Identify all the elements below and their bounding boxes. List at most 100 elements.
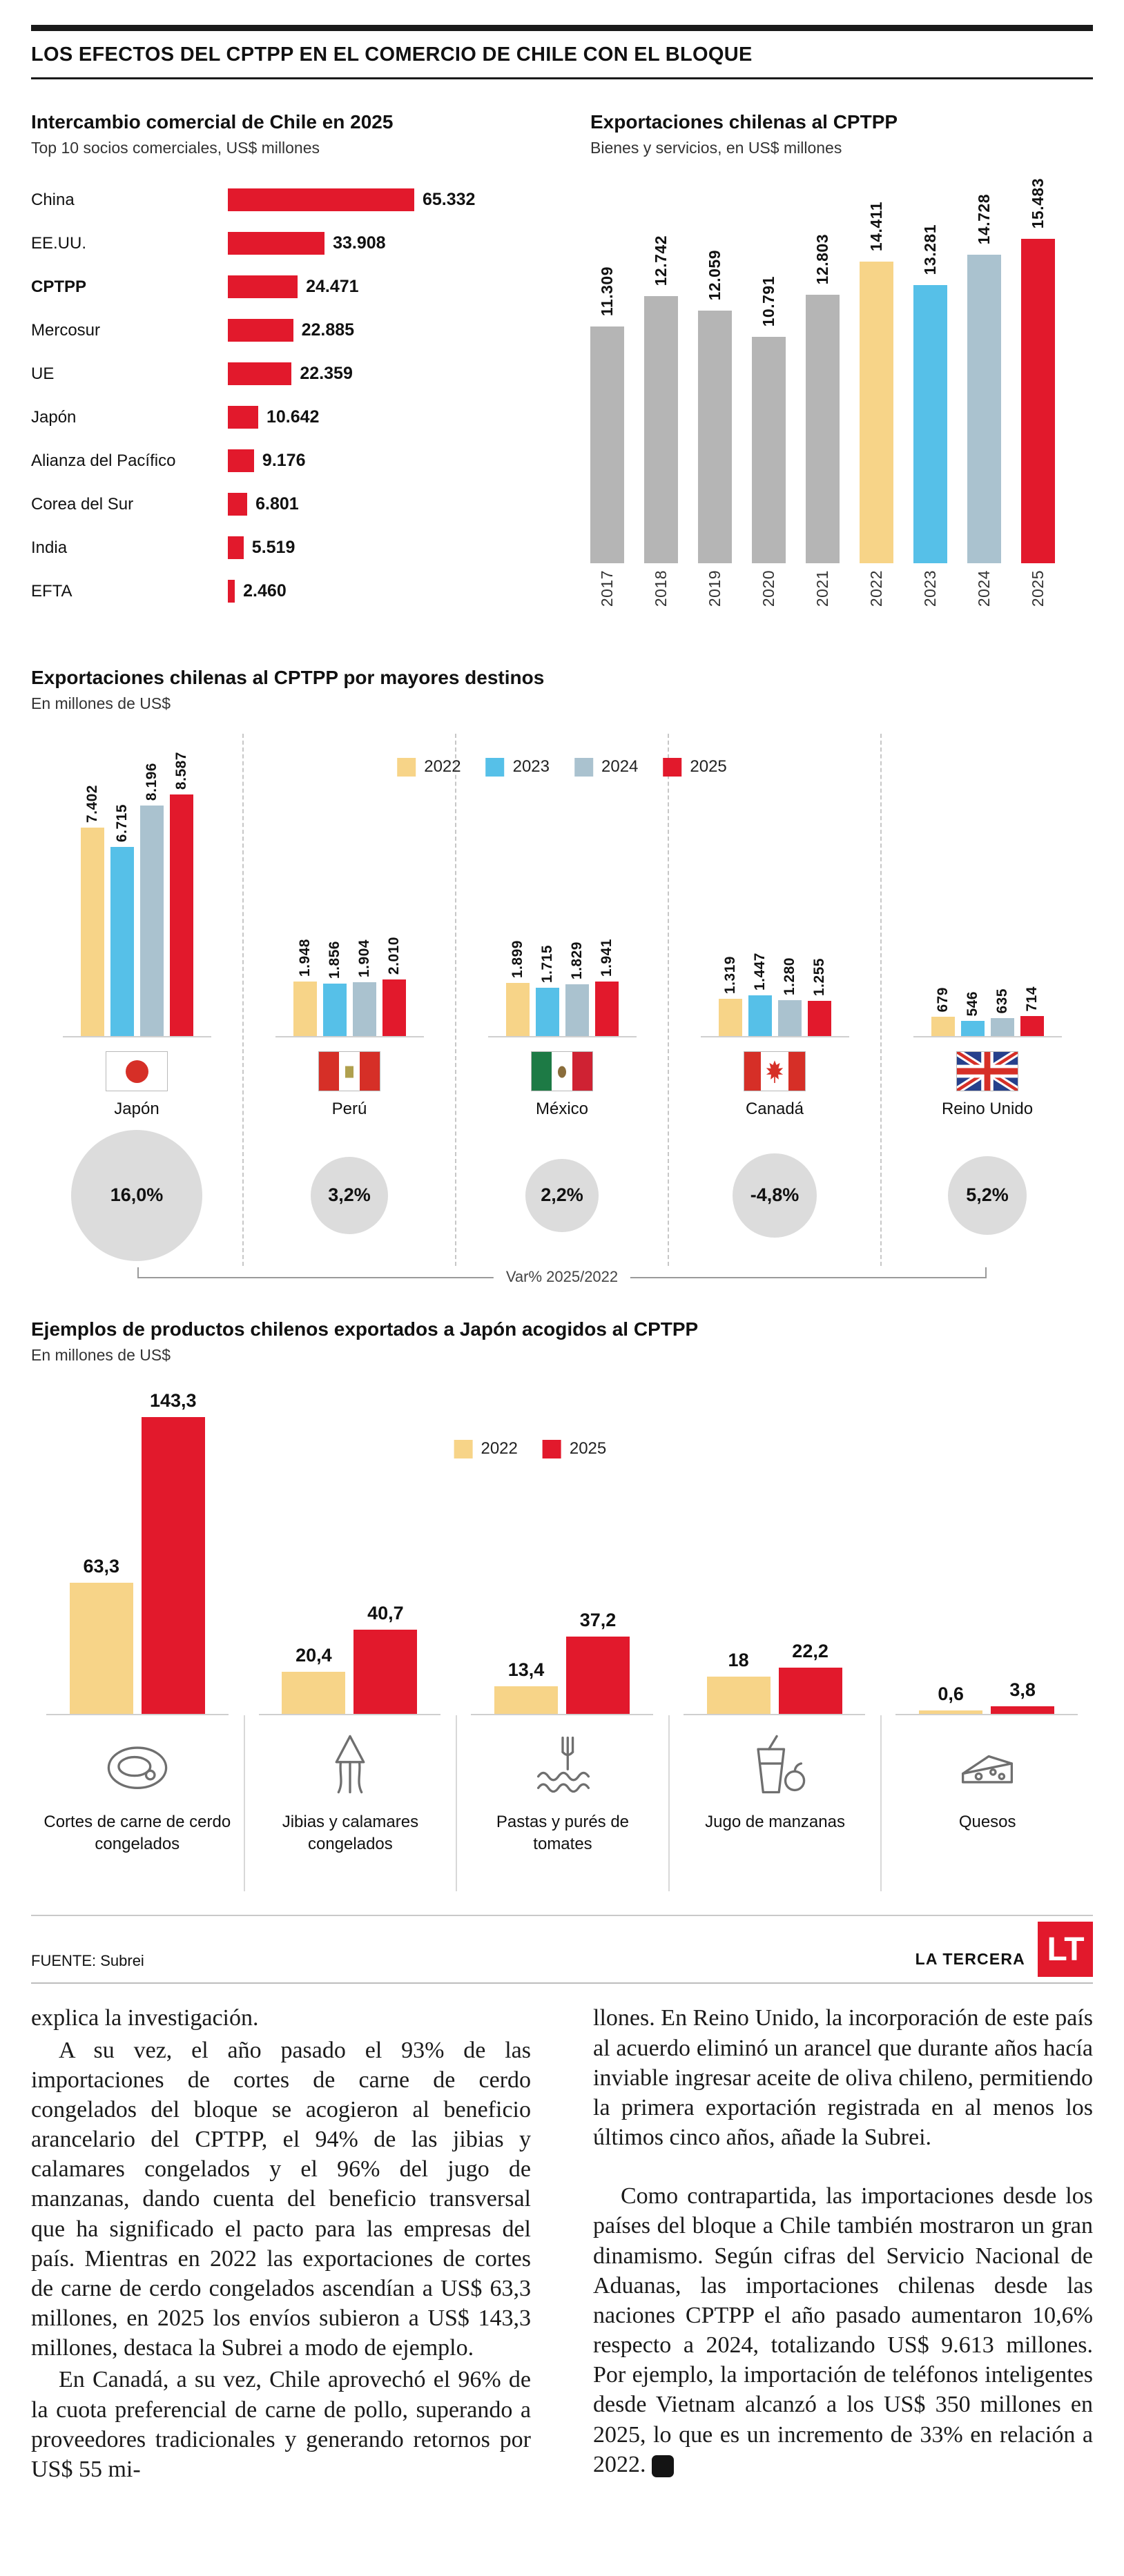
bar-column: 3,8 bbox=[991, 1679, 1055, 1715]
product-group: 63,3 143,3 Cortes de carne de cerdo congel… bbox=[31, 1385, 244, 1891]
bar bbox=[990, 1018, 1014, 1037]
value-label: 12.059 bbox=[706, 250, 724, 304]
section-title: Exportaciones chilenas al CPTPP bbox=[590, 111, 898, 133]
bar bbox=[69, 1583, 133, 1715]
bar-column: 1.255 bbox=[807, 958, 831, 1037]
bar-column: 2.010 bbox=[382, 937, 406, 1037]
chart-legend: 2022 2023 2024 2025 bbox=[397, 757, 727, 777]
group-bars: 63,3 143,3 bbox=[46, 1385, 229, 1716]
bar bbox=[644, 296, 678, 564]
value-text: 12.803 bbox=[813, 234, 831, 285]
value-label: 679 bbox=[934, 986, 951, 1013]
bar bbox=[748, 995, 772, 1037]
squid-icon bbox=[314, 1729, 386, 1804]
value-label: 14.411 bbox=[867, 202, 886, 255]
paragraph: A su vez, el año pasado el 93% de las im… bbox=[31, 2037, 531, 2361]
year-text: 2023 bbox=[921, 570, 939, 607]
country-name: México bbox=[535, 1100, 589, 1119]
value-label: 546 bbox=[964, 991, 980, 1017]
destination-group: 679 546 635 714 Reino Unido 5,2% bbox=[880, 734, 1093, 1267]
value-label: 635 bbox=[994, 988, 1010, 1014]
value-label: 8.196 bbox=[143, 763, 159, 801]
chart-groups: 63,3 143,3 Cortes de carne de cerdo congel… bbox=[31, 1385, 1093, 1892]
japan-flag-icon bbox=[106, 1051, 168, 1092]
value-label: 22.359 bbox=[300, 364, 353, 383]
section-subtitle: En millones de US$ bbox=[31, 1346, 171, 1365]
bar bbox=[228, 319, 293, 342]
legend-swatch bbox=[454, 1439, 473, 1458]
value-label: 13,4 bbox=[507, 1659, 545, 1681]
variation-wrap: 16,0% bbox=[71, 1124, 202, 1266]
bar bbox=[706, 1677, 771, 1715]
legend-label: 2025 bbox=[690, 757, 727, 777]
country-name: Canadá bbox=[745, 1100, 804, 1119]
lt-logo: LT bbox=[1038, 1922, 1093, 1978]
legend-item: 2022 bbox=[397, 757, 461, 777]
section-title: Ejemplos de productos chilenos exportado… bbox=[31, 1318, 699, 1340]
uk-flag-icon bbox=[956, 1051, 1018, 1092]
end-mark: P bbox=[652, 2455, 690, 2477]
year-column: 12.059 2019 bbox=[698, 250, 732, 628]
product-group: 20,4 40,7 Jibias y calamares congelados bbox=[243, 1385, 456, 1892]
value-label: 7.402 bbox=[84, 785, 100, 823]
bar-column: 63,3 bbox=[69, 1556, 133, 1715]
group-bars: 1.899 1.715 1.829 1.941 bbox=[487, 734, 637, 1038]
bar bbox=[967, 255, 1001, 564]
chart-trade-partners: Intercambio comercial de Chile en 2025 T… bbox=[31, 111, 563, 628]
bar bbox=[931, 1017, 955, 1037]
canada-flag-field bbox=[744, 1052, 805, 1091]
bar-column: 1.941 bbox=[594, 939, 619, 1037]
group-bars: 13,4 37,2 bbox=[471, 1385, 653, 1716]
legend-label: 2023 bbox=[512, 757, 550, 777]
paragraph: explica la investigación. bbox=[31, 2005, 259, 2031]
value-label: 1.904 bbox=[356, 939, 372, 978]
value-text: 10.791 bbox=[759, 276, 777, 327]
product-name: Cortes de carne de cerdo congelados bbox=[43, 1813, 231, 1853]
bar bbox=[778, 1668, 842, 1715]
paragraph: En Canadá, a su vez, Chile aprovechó el … bbox=[31, 2367, 531, 2482]
bar bbox=[228, 188, 414, 211]
variation-badge: 3,2% bbox=[311, 1156, 388, 1234]
value-label: 1.255 bbox=[811, 958, 827, 997]
source-row: FUENTE: Subrei LA TERCERA LT bbox=[31, 1916, 1093, 1982]
value-text: 14.411 bbox=[867, 202, 885, 252]
section-title: Intercambio comercial de Chile en 2025 bbox=[31, 111, 394, 133]
value-label: 8.587 bbox=[173, 752, 189, 790]
bar bbox=[913, 285, 947, 564]
bar bbox=[282, 1672, 346, 1715]
bar bbox=[807, 1001, 831, 1037]
bar bbox=[352, 982, 376, 1037]
trade-row: Mercosur 22.885 bbox=[31, 309, 563, 352]
value-label: 65.332 bbox=[423, 190, 476, 209]
value-text: 11.309 bbox=[598, 266, 616, 317]
trade-row: India 5.519 bbox=[31, 526, 563, 569]
value-label: 1.829 bbox=[568, 941, 585, 980]
infographic-page: LOS EFECTOS DEL CPTPP EN EL COMERCIO DE … bbox=[31, 25, 1093, 2482]
year-text: 2024 bbox=[975, 570, 993, 607]
var-bracket: Var% 2025/2022 bbox=[137, 1267, 987, 1287]
bar-column: 1.280 bbox=[777, 957, 802, 1037]
value-label: 22.885 bbox=[301, 320, 355, 340]
value-label: 5.519 bbox=[251, 538, 295, 557]
bar bbox=[141, 1417, 205, 1715]
juice-icon bbox=[756, 1735, 805, 1794]
hbar-chart: China 65.332 EE.UU. 33.908 CPTPP 24.471 Mercos… bbox=[31, 178, 563, 613]
article-rule bbox=[31, 1982, 1093, 1984]
group-bars: 7.402 6.715 8.196 8.587 bbox=[62, 734, 211, 1038]
bar bbox=[1021, 239, 1055, 564]
group-footer: Jugo de manzanas bbox=[668, 1715, 881, 1892]
value-text: 15.483 bbox=[1029, 178, 1047, 229]
category-label: CPTPP bbox=[31, 277, 87, 296]
variation-badge: 16,0% bbox=[71, 1129, 202, 1261]
paragraph: llones. En Reino Unido, la incorporación… bbox=[593, 2005, 1093, 2151]
category-label: UE bbox=[31, 364, 55, 383]
variation-wrap: 2,2% bbox=[525, 1124, 599, 1266]
value-label: 33.908 bbox=[333, 233, 386, 253]
group-footer: Quesos bbox=[880, 1715, 1093, 1892]
variation-wrap: 3,2% bbox=[311, 1124, 388, 1266]
uk-flag-field bbox=[957, 1052, 1018, 1091]
bar-column: 1.447 bbox=[748, 953, 772, 1037]
variation-wrap: -4,8% bbox=[733, 1124, 817, 1266]
value-label: 2.460 bbox=[243, 581, 287, 601]
bar-column: 20,4 bbox=[282, 1645, 346, 1715]
